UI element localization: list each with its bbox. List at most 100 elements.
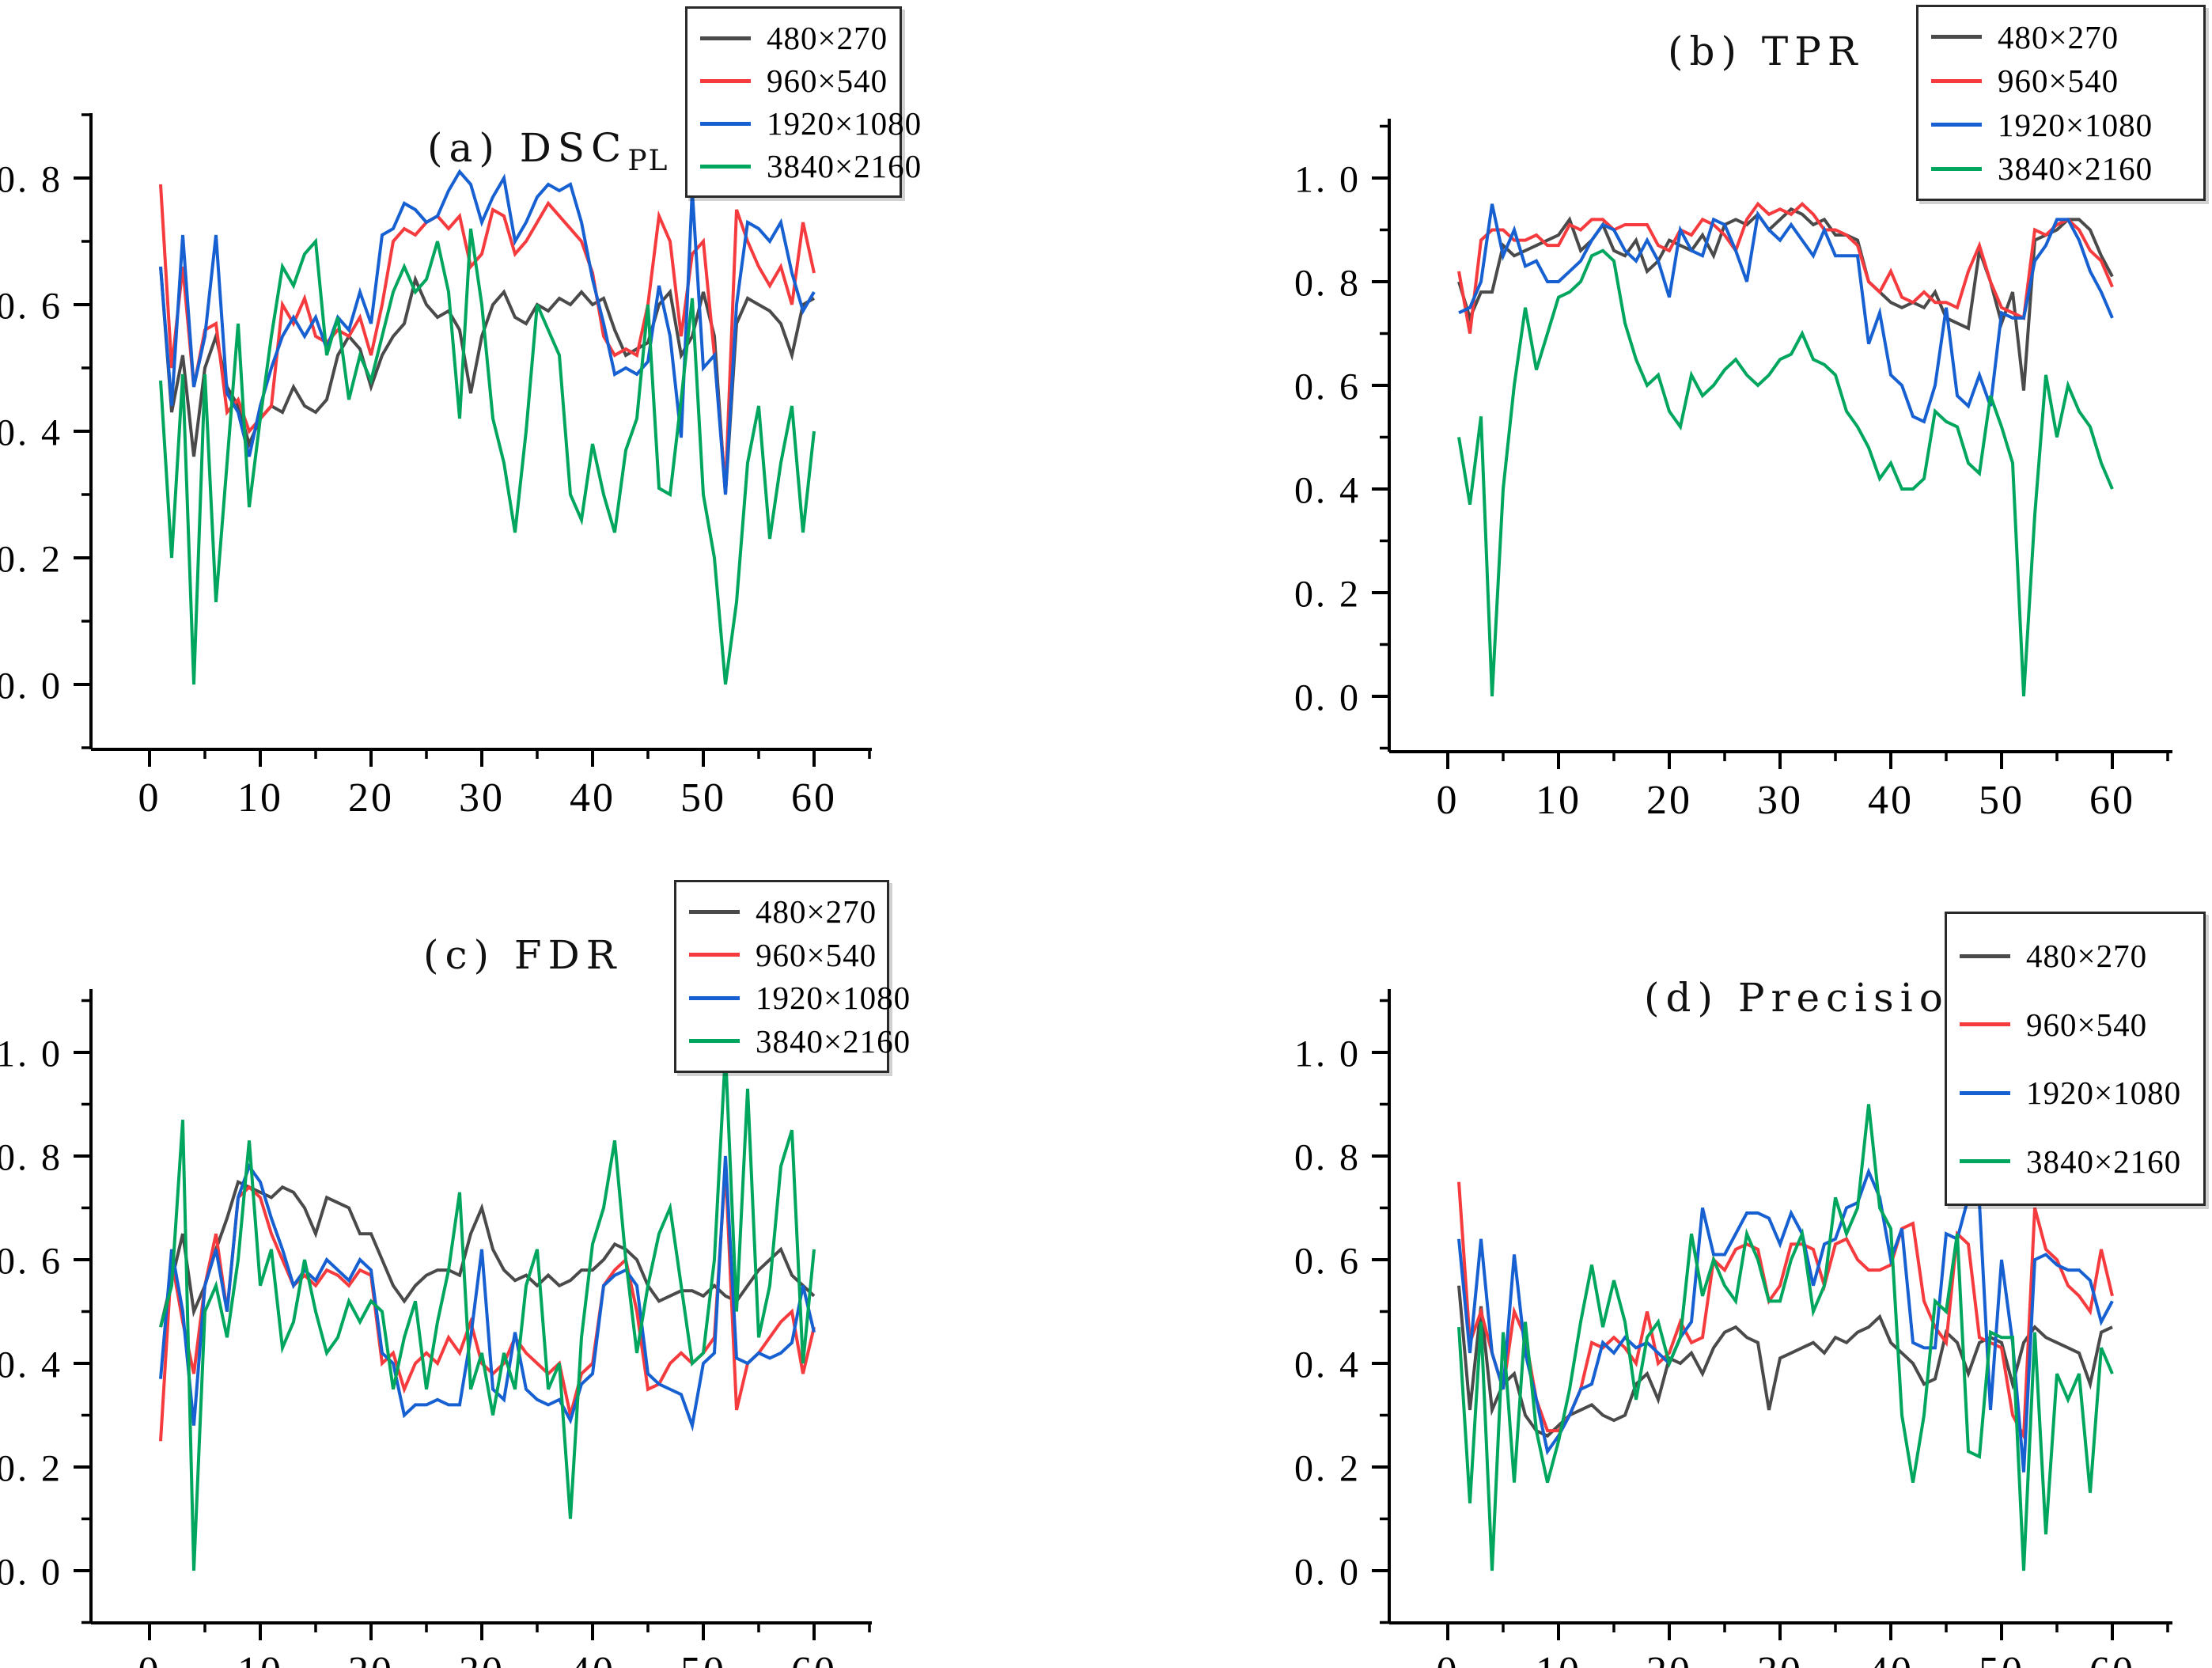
x-tick-label: 60 [791, 775, 837, 821]
x-tick-label: 10 [237, 775, 283, 821]
x-tick-label: 30 [459, 775, 505, 821]
legend-label: 3840×2160 [1998, 150, 2153, 188]
series-line-3840x2160 [1457, 1104, 2114, 1571]
legend-item: 480×270 [689, 893, 876, 931]
series-line-960x540 [1457, 201, 2114, 334]
chart-b: 0. 0 0. 2 0. 4 0. 6 0. 8 1. 0 0 10 20 30 40 50 60 [1294, 119, 2172, 823]
legend-line-swatch [1960, 1090, 2010, 1095]
legend-line-swatch [1960, 1022, 2010, 1027]
y-tick-label: 0. 8 [0, 1136, 62, 1178]
legend-item: 960×540 [1960, 1006, 2191, 1044]
legend-label: 3840×2160 [767, 148, 922, 184]
x-tick-label: 0 [138, 1649, 161, 1668]
y-tick-label: 0. 8 [1294, 1136, 1361, 1178]
x-tick-label: 20 [1646, 778, 1692, 823]
panel-d: 0. 0 0. 2 0. 4 0. 6 0. 8 1. 0 0 10 20 30 40 50 60 [1106, 834, 2212, 1668]
y-tick-label: 0. 0 [1294, 1551, 1361, 1593]
y-tick-label: 1. 0 [0, 1033, 62, 1075]
y-tick-label: 1. 0 [1294, 158, 1361, 200]
panel-c-title: (c) FDR [423, 932, 622, 978]
y-tick-label: 0. 6 [0, 285, 62, 327]
x-tick-label: 10 [237, 1649, 283, 1668]
x-tick-label: 20 [1646, 1649, 1692, 1668]
y-tick-label: 0. 2 [1294, 573, 1361, 615]
x-tick-label: 50 [680, 775, 726, 821]
y-tick-label: 0. 4 [0, 1344, 62, 1386]
panel-b-title-text: (b) TPR [1668, 28, 1864, 74]
x-tick-label: 50 [680, 1649, 726, 1668]
legend-item: 480×270 [700, 19, 887, 57]
series-line-3840x2160 [1457, 248, 2114, 697]
legend-item: 3840×2160 [1931, 150, 2191, 188]
legend-label: 960×540 [767, 63, 888, 99]
x-tick-label: 30 [1757, 778, 1803, 823]
panel-a: 0. 0 0. 2 0. 4 0. 6 0. 8 0 10 20 30 40 50 60 [0, 0, 1106, 834]
legend-line-swatch [689, 909, 740, 914]
y-tick-label: 0. 0 [0, 1551, 62, 1593]
legend-label: 960×540 [1998, 63, 2119, 100]
legend-label: 1920×1080 [2026, 1075, 2182, 1112]
x-tick-label: 40 [570, 1649, 615, 1668]
y-tick-label: 1. 0 [1294, 1033, 1361, 1075]
legend-line-swatch [1960, 1159, 2010, 1164]
y-tick-label: 0. 8 [0, 158, 62, 200]
panel-a-title: (a) DSCPL [427, 125, 669, 177]
y-tick-label: 0. 6 [1294, 1240, 1361, 1282]
x-tick-label: 50 [1979, 1649, 2025, 1668]
legend-item: 1920×1080 [1931, 106, 2191, 144]
panel-c: 0. 0 0. 2 0. 4 0. 6 0. 8 1. 0 0 10 20 30 40 50 60 [0, 834, 1106, 1668]
panel-c-title-text: (c) FDR [423, 932, 623, 978]
x-tick-label: 50 [1979, 778, 2025, 823]
y-tick-label: 0. 2 [0, 538, 62, 580]
y-tick-label: 0. 0 [0, 665, 62, 707]
legend-item: 1920×1080 [1960, 1074, 2191, 1112]
legend-item: 1920×1080 [700, 104, 921, 142]
legend-line-swatch [700, 164, 751, 169]
y-tick-label: 0. 6 [1294, 366, 1361, 408]
legend-label: 480×270 [2026, 938, 2148, 975]
panel-a-title-subscript: PL [627, 145, 669, 177]
chart-a: 0. 0 0. 2 0. 4 0. 6 0. 8 0 10 20 30 40 50 60 [0, 113, 872, 821]
legend-line-swatch [700, 121, 751, 126]
legend-line-swatch [1931, 35, 1982, 40]
x-tick-label: 30 [1757, 1649, 1803, 1668]
series-line-960x540 [159, 184, 816, 489]
x-tick-label: 60 [791, 1649, 837, 1668]
legend-label: 1920×1080 [1998, 106, 2153, 143]
legend-item: 480×270 [1931, 18, 2191, 56]
x-tick-label: 40 [1868, 1649, 1914, 1668]
series-line-480x270 [1457, 207, 2114, 391]
x-tick-label: 40 [570, 775, 615, 821]
chart-c: 0. 0 0. 2 0. 4 0. 6 0. 8 1. 0 0 10 20 30 40 50 60 [0, 989, 872, 1668]
y-tick-label: 0. 0 [1294, 677, 1361, 718]
series-line-3840x2160 [159, 1052, 816, 1571]
chart-d: 0. 0 0. 2 0. 4 0. 6 0. 8 1. 0 0 10 20 30 40 50 60 [1294, 989, 2172, 1668]
x-tick-label: 30 [459, 1649, 505, 1668]
panel-d-title: (d) Precision [1644, 975, 1981, 1021]
series-line-480x270 [159, 1179, 816, 1328]
x-tick-label: 20 [348, 1649, 394, 1668]
legend-item: 480×270 [1960, 937, 2191, 975]
legend-label: 3840×2160 [2026, 1143, 2182, 1180]
legend-line-swatch [1931, 78, 1982, 83]
series-line-1920x1080 [1458, 203, 2114, 424]
legend-item: 960×540 [700, 62, 887, 100]
panel-b-title: (b) TPR [1668, 28, 1864, 74]
y-tick-label: 0. 8 [1294, 262, 1361, 304]
legend-line-swatch [689, 953, 740, 957]
legend-line-swatch [1931, 123, 1982, 127]
x-tick-label: 10 [1536, 1649, 1581, 1668]
legend-line-swatch [1960, 953, 2010, 958]
legend-line-swatch [689, 1039, 740, 1044]
legend-d: 480×270 960×540 1920×1080 3840×2160 [1945, 912, 2206, 1206]
x-tick-label: 0 [138, 775, 161, 821]
y-tick-label: 0. 2 [1294, 1447, 1361, 1489]
y-tick-label: 0. 4 [1294, 469, 1361, 511]
legend-label: 3840×2160 [756, 1022, 911, 1060]
y-tick-label: 0. 6 [0, 1240, 62, 1282]
legend-item: 3840×2160 [689, 1022, 910, 1060]
x-tick-label: 60 [2089, 1649, 2135, 1668]
x-tick-label: 0 [1437, 1649, 1460, 1668]
legend-line-swatch [700, 78, 751, 83]
